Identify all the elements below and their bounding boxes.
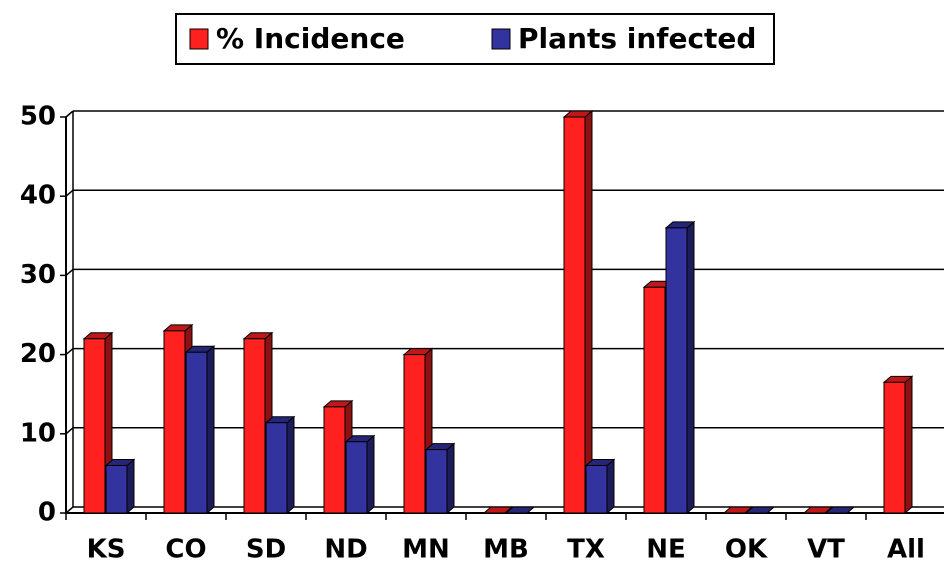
x-tick-label: OK — [725, 535, 768, 563]
bar — [403, 354, 426, 514]
bar — [643, 286, 666, 514]
x-tick-label: KS — [87, 535, 126, 563]
x-tick-label: All — [887, 535, 925, 563]
bar-side — [584, 109, 593, 515]
grid-diagonal — [65, 268, 74, 276]
y-tick-label: 0 — [38, 498, 56, 528]
y-tick-label: 30 — [20, 260, 56, 290]
legend-label: Plants infected — [518, 22, 756, 55]
x-tick-label: CO — [165, 535, 206, 563]
bar — [105, 464, 128, 514]
bar — [185, 351, 208, 514]
bar — [883, 381, 906, 514]
bar — [83, 338, 106, 514]
grid-diagonal — [65, 189, 74, 197]
grid-diagonal — [65, 348, 74, 356]
x-tick-label: SD — [246, 535, 286, 563]
bar-side — [606, 458, 615, 515]
y-tick-label: 20 — [20, 339, 56, 369]
bar — [163, 330, 186, 514]
bar-side — [286, 415, 295, 515]
bar — [425, 449, 448, 514]
bar-side — [366, 434, 375, 515]
bar — [665, 227, 688, 514]
x-tick-label: MN — [402, 535, 450, 563]
bar-top — [482, 506, 514, 514]
legend-box — [175, 13, 775, 65]
grid-diagonal — [65, 427, 74, 435]
y-tick-label: 50 — [20, 102, 56, 132]
bar-top — [504, 506, 536, 514]
bar-side — [446, 442, 455, 515]
x-tick-label: ND — [324, 535, 367, 563]
bar — [265, 422, 288, 514]
bar-side — [686, 220, 695, 515]
x-tick-label: VT — [807, 535, 845, 563]
y-tick-label: 40 — [20, 181, 56, 211]
bar — [585, 464, 608, 514]
bar-top — [824, 506, 856, 514]
bar — [323, 406, 346, 514]
bar-side — [904, 375, 913, 515]
bar — [563, 116, 586, 514]
x-tick-label: TX — [567, 535, 605, 563]
bar — [345, 441, 368, 514]
bar-top — [802, 506, 834, 514]
bar-top — [722, 506, 754, 514]
y-tick-label: 10 — [20, 418, 56, 448]
legend-label: % Incidence — [216, 22, 405, 55]
bar-side — [206, 345, 215, 515]
bar — [243, 338, 266, 514]
legend-swatch — [491, 28, 511, 50]
grid-diagonal — [65, 110, 74, 118]
x-tick-label: MB — [483, 535, 529, 563]
bar-top — [744, 506, 776, 514]
bar-side — [126, 458, 135, 515]
x-tick-label: NE — [646, 535, 686, 563]
legend-swatch — [189, 28, 209, 50]
